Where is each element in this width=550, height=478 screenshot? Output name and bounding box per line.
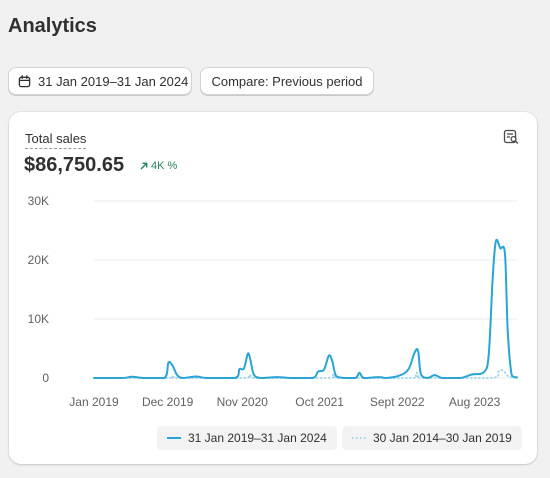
date-range-label: 31 Jan 2019–31 Jan 2024 <box>38 73 189 89</box>
metric-change-value: 4K % <box>151 160 178 172</box>
chart-options-icon[interactable] <box>503 129 519 145</box>
total-sales-card: 0 10K 20K 30K Jan 2019 Dec 2019 Nov 2020 Oct 20… <box>9 112 537 464</box>
metric-change: 4K % <box>140 160 177 172</box>
x-tick-label: Sept 2022 <box>370 395 425 409</box>
calendar-icon <box>18 74 31 88</box>
date-range-button[interactable]: 31 Jan 2019–31 Jan 2024 <box>8 67 192 95</box>
legend-item-current-period[interactable]: 31 Jan 2019–31 Jan 2024 <box>157 426 337 450</box>
metric-label[interactable]: Total sales <box>25 131 87 149</box>
y-tick-label: 0 <box>42 371 49 385</box>
x-tick-label: Nov 2020 <box>217 395 269 409</box>
legend-label-comparison: 30 Jan 2014–30 Jan 2019 <box>373 431 512 445</box>
arrow-up-right-icon <box>140 162 148 170</box>
current-series-line <box>93 238 518 379</box>
y-tick-label: 30K <box>28 194 49 208</box>
x-tick-label: Aug 2023 <box>449 395 501 409</box>
legend-label-current: 31 Jan 2019–31 Jan 2024 <box>188 431 327 445</box>
compare-label: Compare: Previous period <box>211 73 363 89</box>
x-tick-label: Jan 2019 <box>69 395 119 409</box>
legend-item-comparison-period[interactable]: 30 Jan 2014–30 Jan 2019 <box>342 426 522 450</box>
page-title: Analytics <box>8 15 97 37</box>
x-tick-label: Oct 2021 <box>295 395 344 409</box>
metric-value: $86,750.65 <box>24 154 125 176</box>
y-tick-label: 20K <box>28 253 49 267</box>
x-tick-label: Dec 2019 <box>142 395 194 409</box>
sales-line-chart: 0 10K 20K 30K Jan 2019 Dec 2019 Nov 2020 Oct 20… <box>28 194 518 409</box>
legend-solid-swatch <box>167 437 181 439</box>
comparison-series-line <box>93 369 518 379</box>
legend-dotted-swatch <box>352 437 366 439</box>
compare-button[interactable]: Compare: Previous period <box>200 67 374 95</box>
y-tick-label: 10K <box>28 312 49 326</box>
